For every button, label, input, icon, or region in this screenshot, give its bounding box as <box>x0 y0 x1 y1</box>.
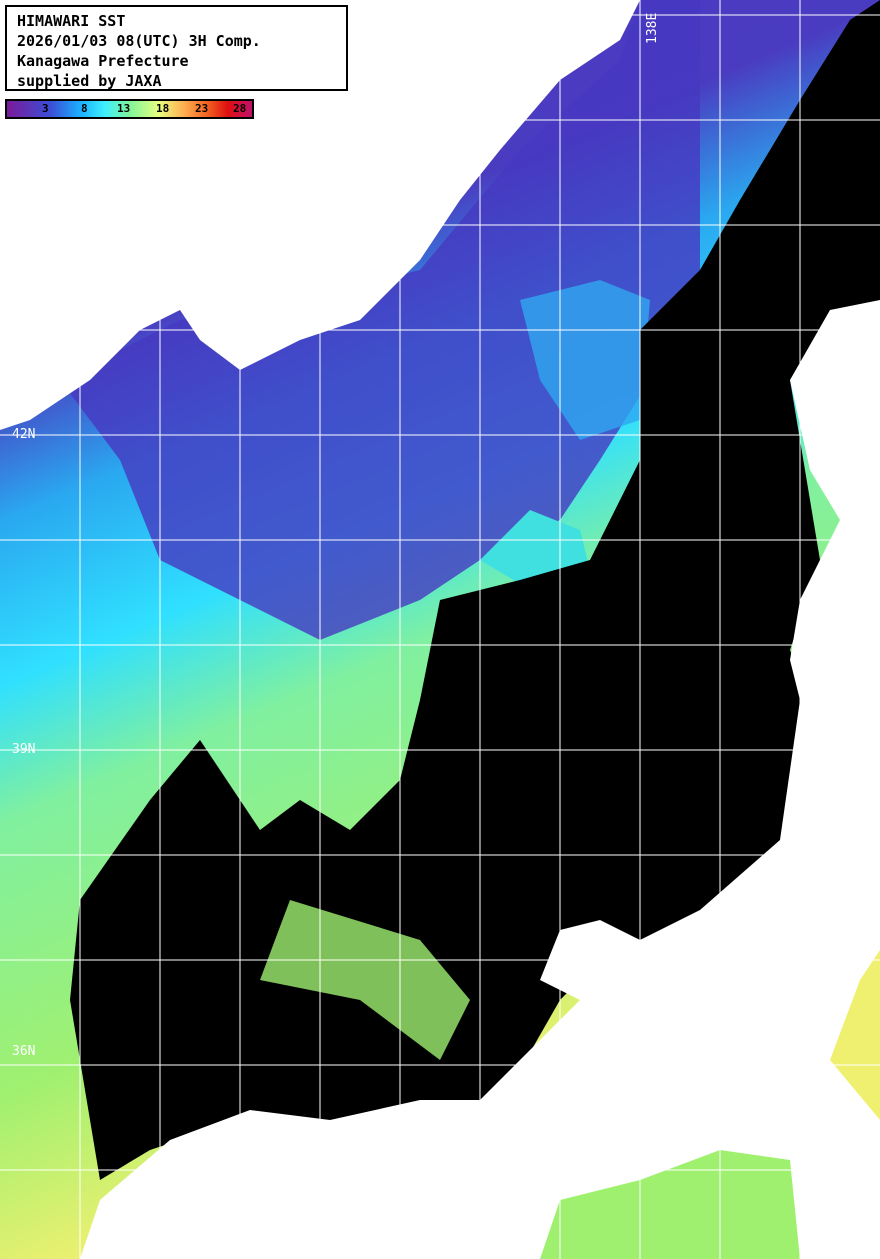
title-line-credit: supplied by JAXA <box>17 72 162 90</box>
green-patches <box>260 900 470 1060</box>
land-honshu <box>80 300 880 1259</box>
title-line-region: Kanagawa Prefecture <box>17 52 189 70</box>
lat-label-36n: 36N <box>12 1044 36 1059</box>
cloud-cover <box>70 0 880 1180</box>
lat-label-39n: 39N <box>12 742 36 757</box>
title-box: HIMAWARI SST 2026/01/03 08(UTC) 3H Comp.… <box>5 5 348 91</box>
sea-shikoku-area <box>540 1150 800 1259</box>
scale-tick: 8 <box>81 102 88 115</box>
color-scale-bar: 3 8 13 18 23 28 <box>5 99 254 119</box>
title-line-product: HIMAWARI SST <box>17 12 126 30</box>
scale-tick: 3 <box>42 102 49 115</box>
title-line-datetime: 2026/01/03 08(UTC) 3H Comp. <box>17 32 261 50</box>
lat-label-42n: 42N <box>12 427 36 442</box>
cyan-plume <box>520 280 650 440</box>
scale-tick: 28 <box>233 102 247 115</box>
scale-tick: 13 <box>117 102 131 115</box>
cold-water-purple <box>60 0 700 640</box>
scale-tick: 23 <box>195 102 209 115</box>
lon-label-138e: 138E <box>645 12 660 44</box>
scale-tick: 18 <box>156 102 170 115</box>
